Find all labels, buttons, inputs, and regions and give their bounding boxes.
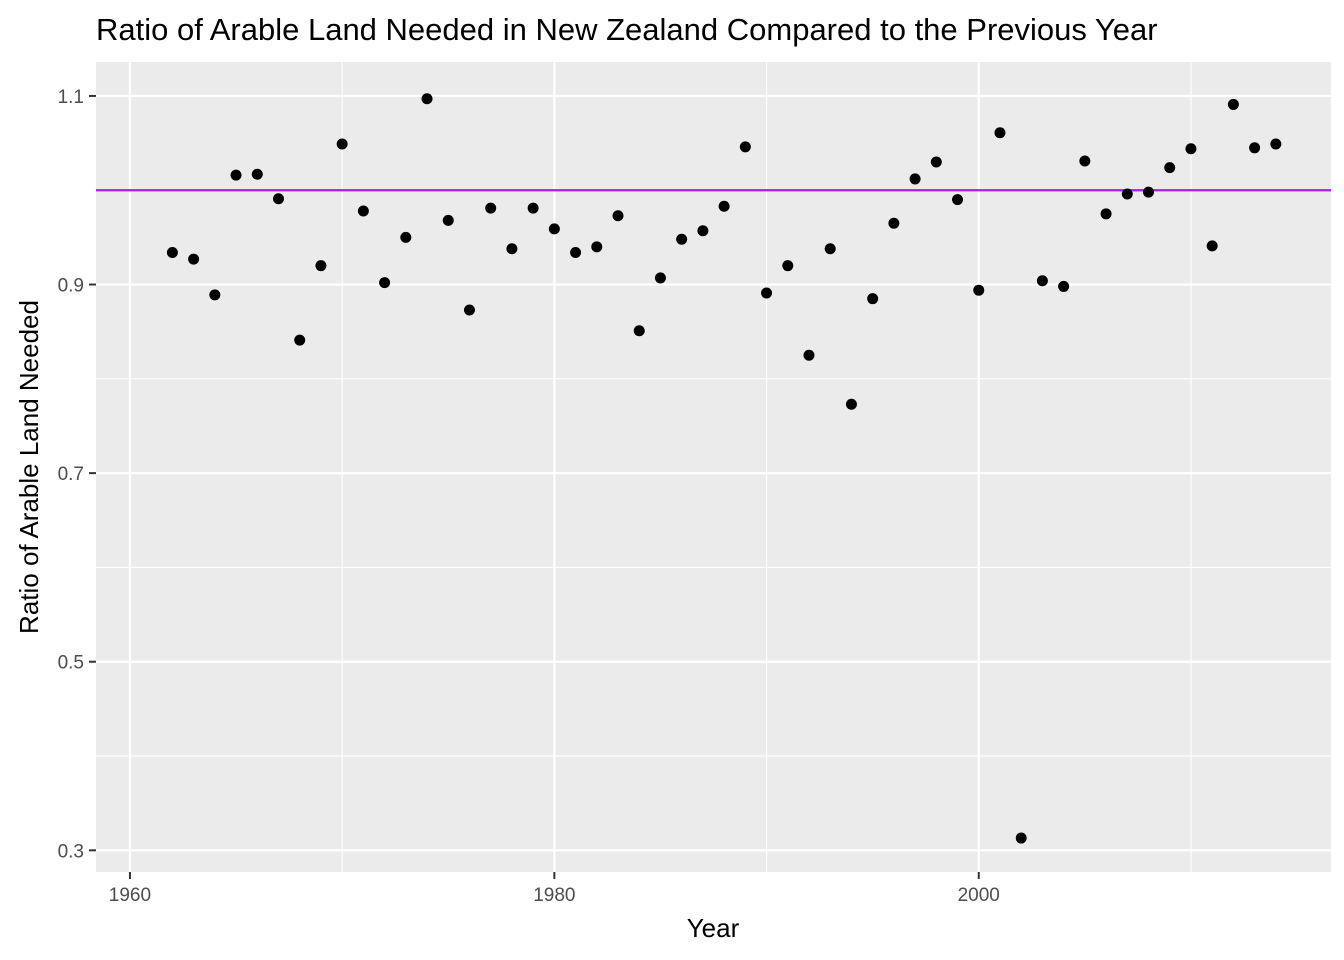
data-point <box>591 241 603 253</box>
data-point <box>824 243 836 255</box>
data-point <box>803 349 815 361</box>
data-point <box>400 231 412 243</box>
data-point <box>994 127 1006 139</box>
data-point <box>570 246 582 258</box>
data-point <box>251 168 263 180</box>
data-point <box>357 205 369 217</box>
y-tick-label: 0.7 <box>58 464 84 485</box>
data-point <box>1185 143 1197 155</box>
data-point <box>1249 142 1261 154</box>
y-axis-ticks: 0.3 0.5 0.7 0.9 1.1 <box>58 87 96 862</box>
chart-title: Ratio of Arable Land Needed in New Zeala… <box>96 12 1158 47</box>
data-point <box>1143 186 1155 198</box>
data-point <box>315 260 327 272</box>
plot-panel <box>96 62 1331 872</box>
data-point <box>909 173 921 185</box>
data-point <box>1270 138 1282 150</box>
x-tick-label: 1960 <box>109 885 151 906</box>
data-point <box>633 325 645 337</box>
data-point <box>654 272 666 284</box>
data-point <box>1206 240 1218 252</box>
data-point <box>1121 188 1133 200</box>
y-tick-label: 1.1 <box>58 87 84 108</box>
data-point <box>166 246 178 258</box>
data-point <box>697 225 709 237</box>
data-point <box>1100 208 1112 220</box>
data-point <box>930 156 942 168</box>
data-point <box>888 217 900 229</box>
data-point <box>379 277 391 289</box>
data-point <box>973 284 985 296</box>
data-point <box>1058 280 1070 292</box>
data-point <box>867 293 879 305</box>
data-point <box>230 169 242 181</box>
data-point <box>527 202 539 214</box>
data-point <box>718 200 730 212</box>
data-point <box>272 193 284 205</box>
x-axis-title: Year <box>687 913 740 943</box>
data-point <box>612 210 624 222</box>
data-point <box>188 253 200 265</box>
y-tick-label: 0.9 <box>58 276 84 297</box>
data-point <box>506 243 518 255</box>
data-point <box>845 398 857 410</box>
y-axis-title: Ratio of Arable Land Needed <box>14 300 44 634</box>
data-point <box>463 304 475 316</box>
data-point <box>294 334 306 346</box>
data-point <box>761 287 773 299</box>
data-point <box>1036 275 1048 287</box>
data-point <box>1164 162 1176 174</box>
data-point <box>442 214 454 226</box>
data-point <box>1227 98 1239 110</box>
data-point <box>739 141 751 153</box>
data-point <box>485 202 497 214</box>
data-point <box>1079 155 1091 167</box>
x-axis-ticks: 1960 1980 2000 <box>109 872 1000 906</box>
x-tick-label: 2000 <box>958 885 1000 906</box>
y-tick-label: 0.3 <box>58 841 84 862</box>
x-tick-label: 1980 <box>533 885 575 906</box>
data-point <box>209 289 221 301</box>
data-points <box>166 93 1282 844</box>
data-point <box>336 138 348 150</box>
data-point <box>782 260 794 272</box>
data-point <box>1015 832 1027 844</box>
data-point <box>676 233 688 245</box>
data-point <box>952 194 964 206</box>
major-gridlines <box>96 62 1331 872</box>
data-point <box>421 93 433 105</box>
data-point <box>548 223 560 235</box>
y-tick-label: 0.5 <box>58 653 84 674</box>
